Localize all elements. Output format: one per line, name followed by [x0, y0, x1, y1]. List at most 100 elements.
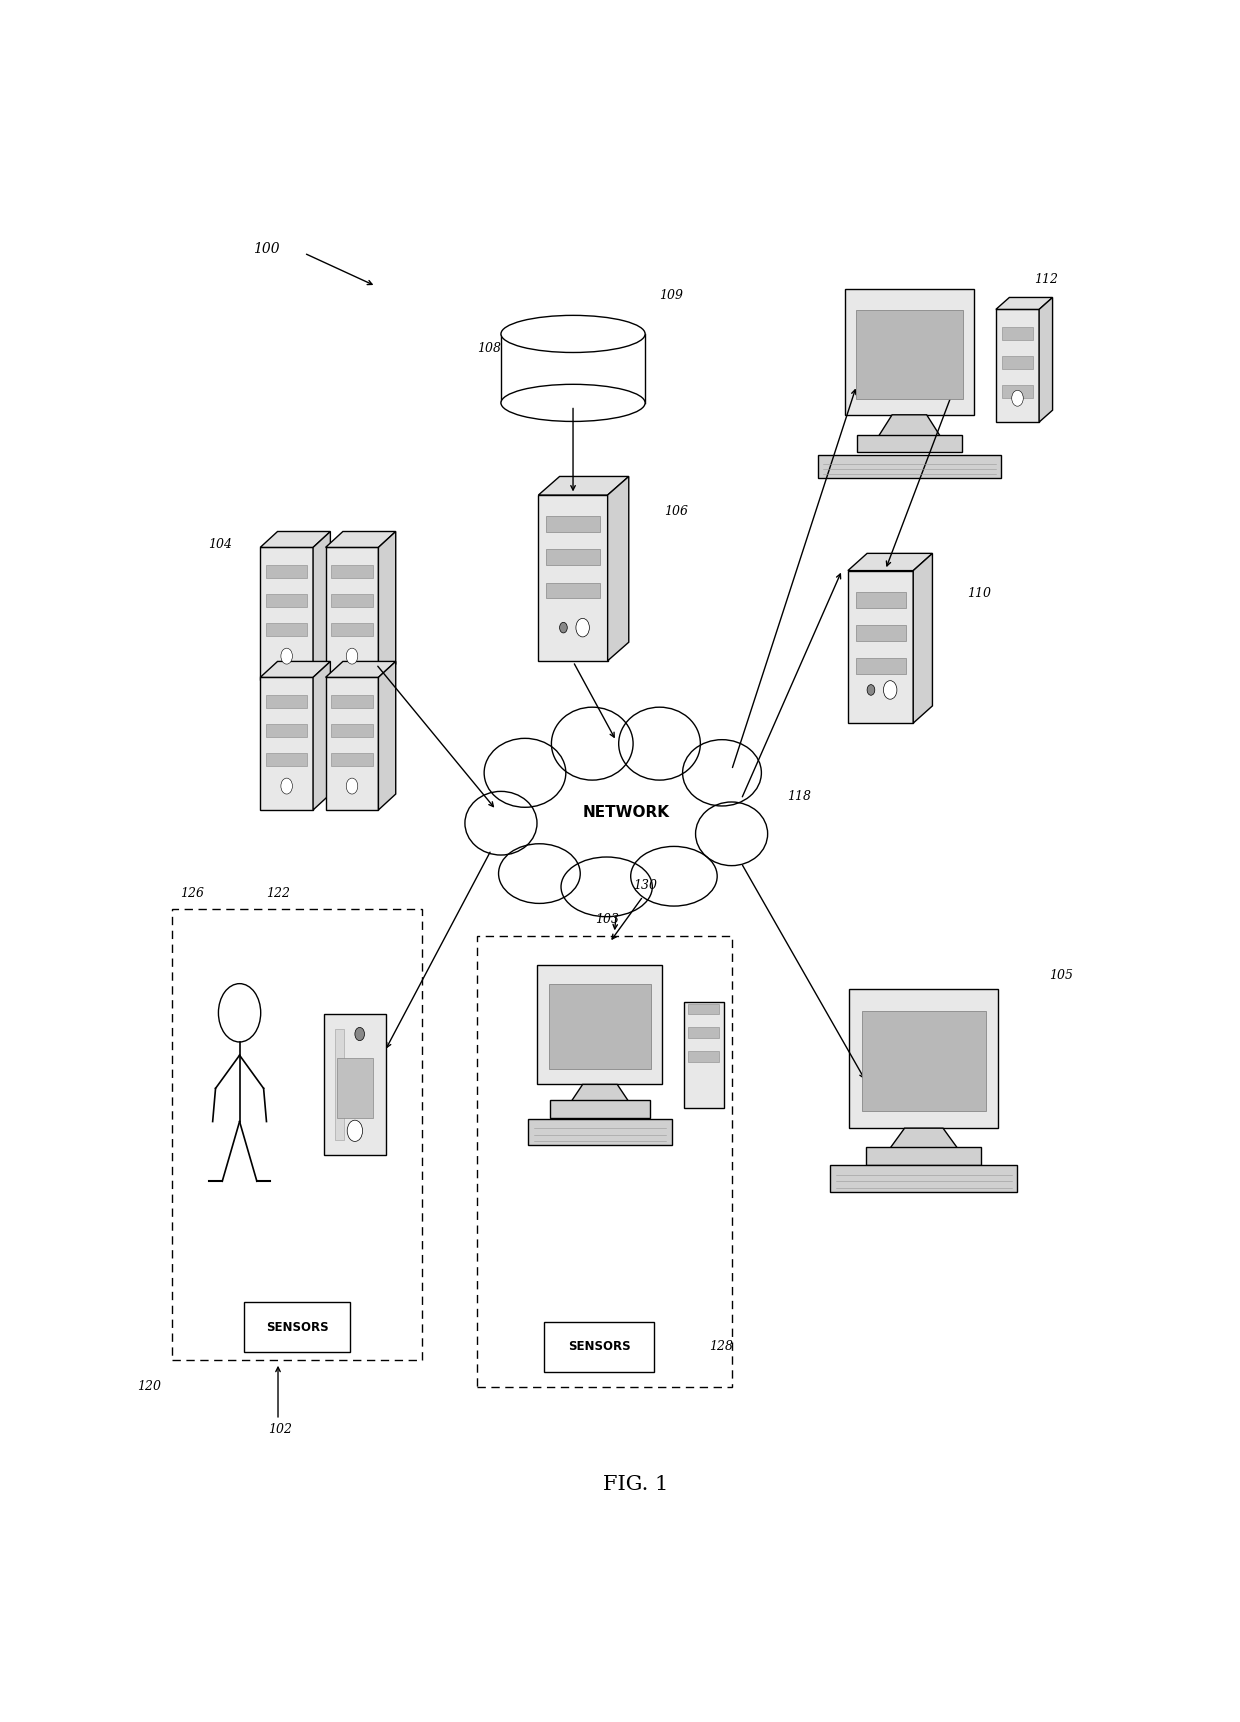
Text: 106: 106 — [665, 505, 688, 518]
Polygon shape — [572, 1085, 629, 1102]
Ellipse shape — [498, 844, 580, 904]
Ellipse shape — [631, 847, 717, 906]
Ellipse shape — [484, 739, 565, 808]
Ellipse shape — [696, 802, 768, 866]
Ellipse shape — [682, 740, 761, 806]
FancyBboxPatch shape — [543, 1322, 655, 1372]
FancyBboxPatch shape — [336, 1057, 373, 1118]
Text: 105: 105 — [1049, 969, 1073, 982]
Ellipse shape — [491, 751, 742, 870]
FancyBboxPatch shape — [267, 565, 308, 579]
Ellipse shape — [501, 384, 645, 422]
Text: 103: 103 — [595, 913, 619, 926]
FancyBboxPatch shape — [857, 434, 962, 451]
FancyBboxPatch shape — [335, 1028, 345, 1140]
Polygon shape — [312, 661, 330, 809]
FancyBboxPatch shape — [688, 1050, 719, 1062]
FancyBboxPatch shape — [856, 310, 962, 400]
FancyBboxPatch shape — [267, 753, 308, 766]
FancyBboxPatch shape — [267, 694, 308, 708]
Polygon shape — [378, 532, 396, 680]
FancyBboxPatch shape — [688, 1004, 719, 1014]
FancyBboxPatch shape — [477, 937, 732, 1386]
Text: 118: 118 — [787, 790, 811, 802]
Polygon shape — [890, 1128, 957, 1149]
FancyBboxPatch shape — [537, 964, 662, 1085]
Circle shape — [355, 1028, 365, 1040]
Polygon shape — [378, 661, 396, 809]
Ellipse shape — [552, 708, 634, 780]
Text: FIG. 1: FIG. 1 — [603, 1476, 668, 1495]
Polygon shape — [1039, 298, 1053, 422]
Ellipse shape — [619, 708, 701, 780]
Text: SENSORS: SENSORS — [265, 1321, 329, 1333]
Polygon shape — [260, 661, 330, 677]
FancyBboxPatch shape — [331, 565, 373, 579]
FancyBboxPatch shape — [324, 1014, 386, 1155]
Text: 109: 109 — [660, 289, 683, 301]
Text: 102: 102 — [268, 1422, 291, 1436]
FancyBboxPatch shape — [549, 983, 651, 1068]
FancyBboxPatch shape — [848, 570, 913, 723]
Circle shape — [867, 685, 874, 696]
FancyBboxPatch shape — [1002, 356, 1033, 369]
Circle shape — [346, 778, 358, 794]
FancyBboxPatch shape — [551, 1100, 650, 1118]
FancyBboxPatch shape — [267, 723, 308, 737]
Circle shape — [1012, 391, 1023, 406]
Polygon shape — [260, 532, 330, 548]
Text: 126: 126 — [180, 887, 205, 901]
Polygon shape — [326, 532, 396, 548]
FancyBboxPatch shape — [528, 1119, 672, 1145]
FancyBboxPatch shape — [260, 548, 312, 680]
Text: 104: 104 — [208, 539, 232, 551]
Polygon shape — [312, 532, 330, 680]
Circle shape — [559, 622, 567, 634]
FancyBboxPatch shape — [844, 289, 975, 415]
Polygon shape — [879, 415, 940, 436]
FancyBboxPatch shape — [1002, 327, 1033, 339]
Text: SENSORS: SENSORS — [568, 1340, 630, 1353]
FancyBboxPatch shape — [688, 1028, 719, 1038]
FancyBboxPatch shape — [172, 909, 422, 1360]
Text: 128: 128 — [709, 1340, 734, 1353]
FancyBboxPatch shape — [331, 694, 373, 708]
Circle shape — [281, 647, 293, 665]
Circle shape — [347, 1121, 362, 1142]
Text: NETWORK: NETWORK — [583, 806, 670, 820]
FancyBboxPatch shape — [830, 1166, 1018, 1192]
FancyBboxPatch shape — [683, 1002, 724, 1109]
FancyBboxPatch shape — [546, 549, 600, 565]
FancyBboxPatch shape — [546, 517, 600, 532]
Ellipse shape — [501, 315, 645, 353]
Polygon shape — [608, 477, 629, 661]
FancyBboxPatch shape — [331, 623, 373, 635]
FancyBboxPatch shape — [866, 1147, 982, 1166]
Text: 108: 108 — [477, 343, 501, 355]
FancyBboxPatch shape — [326, 548, 378, 680]
FancyBboxPatch shape — [331, 723, 373, 737]
FancyBboxPatch shape — [501, 334, 645, 403]
Polygon shape — [913, 553, 932, 723]
FancyBboxPatch shape — [331, 594, 373, 608]
Polygon shape — [326, 661, 396, 677]
FancyBboxPatch shape — [818, 455, 1001, 479]
Text: 100: 100 — [253, 243, 280, 257]
Text: 122: 122 — [267, 887, 290, 901]
FancyBboxPatch shape — [260, 677, 312, 809]
FancyBboxPatch shape — [849, 988, 998, 1128]
FancyBboxPatch shape — [862, 1011, 986, 1111]
Ellipse shape — [560, 858, 652, 916]
Text: 112: 112 — [1034, 274, 1058, 286]
Text: 120: 120 — [136, 1381, 161, 1393]
Circle shape — [346, 647, 358, 665]
FancyBboxPatch shape — [331, 753, 373, 766]
Text: 130: 130 — [634, 878, 657, 892]
FancyBboxPatch shape — [267, 623, 308, 635]
Polygon shape — [996, 298, 1053, 310]
Text: 110: 110 — [967, 587, 991, 601]
FancyBboxPatch shape — [538, 494, 608, 661]
FancyBboxPatch shape — [546, 582, 600, 599]
FancyBboxPatch shape — [1002, 386, 1033, 398]
FancyBboxPatch shape — [856, 625, 905, 641]
